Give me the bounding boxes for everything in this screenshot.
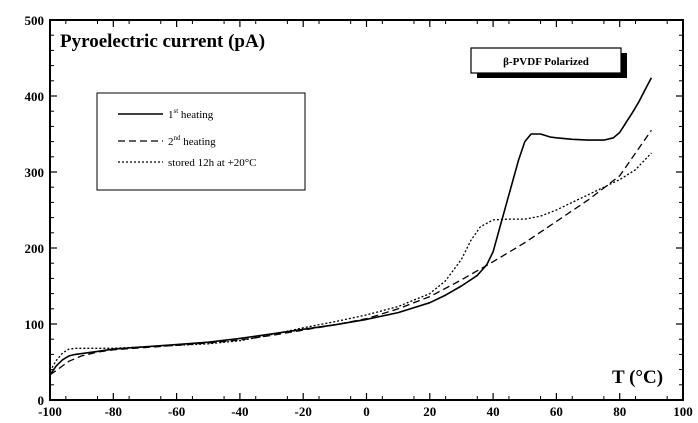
y-tick-label: 0	[38, 393, 45, 408]
series-layer	[49, 77, 653, 376]
legend: 1st heating 2nd heating stored 12h at +20°…	[96, 92, 306, 191]
x-tick-label: 100	[673, 404, 693, 419]
y-tick-label: 300	[25, 165, 45, 180]
chart-title: Pyroelectric current (pA)	[60, 31, 265, 52]
series-line-2	[49, 129, 652, 376]
badge-text: β-PVDF Polarized	[503, 56, 589, 68]
legend-label-1: 1st heating	[168, 107, 214, 121]
x-tick-label: -100	[38, 404, 62, 419]
x-tick-label: -40	[231, 404, 248, 419]
legend-label-3: stored 12h at +20°C	[168, 157, 257, 169]
x-tick-label: -20	[295, 404, 312, 419]
x-tick-label: 60	[550, 404, 563, 419]
badge-box	[470, 47, 622, 74]
x-tick-label: 80	[613, 404, 626, 419]
legend-label-2: 2nd heating	[168, 134, 216, 148]
y-tick-label: 500	[25, 13, 45, 28]
x-tick-label: 20	[423, 404, 436, 419]
x-tick-label: 0	[363, 404, 370, 419]
x-tick-label: -60	[168, 404, 185, 419]
badge: β-PVDF Polarized	[470, 47, 627, 78]
ticks-layer: -100 -80 -60 -40 -20 0 20 40 60 80 100 0 100 200 300 40…	[25, 13, 693, 419]
legend-items: 1st heating 2nd heating stored 12h at +20°…	[118, 107, 257, 169]
x-tick-label: 40	[487, 404, 500, 419]
y-tick-label: 400	[25, 89, 45, 104]
y-tick-label: 200	[25, 241, 45, 256]
series-line-1	[49, 77, 653, 376]
x-tick-label: -80	[105, 404, 122, 419]
series-line-3	[49, 152, 652, 372]
x-axis-title: T (°C)	[612, 367, 663, 388]
y-tick-label: 100	[25, 317, 45, 332]
